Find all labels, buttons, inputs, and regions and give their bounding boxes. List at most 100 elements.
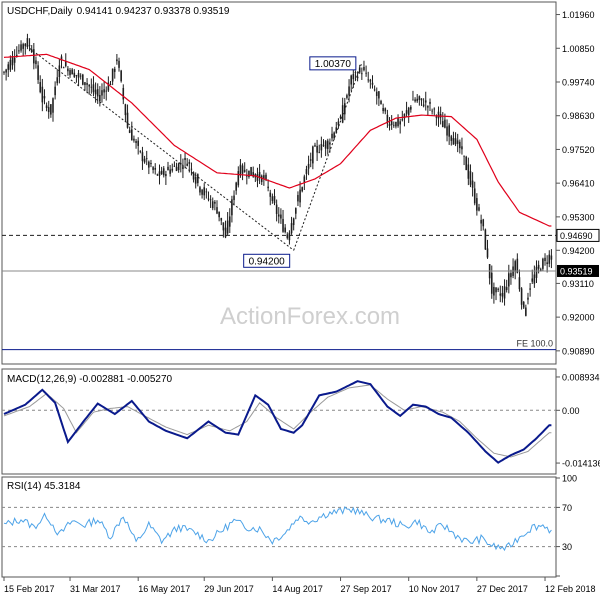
candle-body — [525, 307, 527, 316]
candle-body — [410, 106, 412, 110]
candle-body — [544, 257, 546, 262]
candle-body — [424, 100, 427, 103]
candle-body — [452, 138, 455, 145]
candle-body — [186, 163, 188, 166]
candle-body — [395, 121, 397, 127]
candle-body — [384, 108, 387, 112]
current-price-box — [557, 264, 599, 277]
candle-body — [467, 164, 470, 179]
candle-body — [499, 293, 502, 296]
macd-title: MACD(12,26,9) -0.002881 -0.005270 — [7, 374, 173, 385]
candle-body — [354, 72, 357, 74]
candle-body — [533, 274, 536, 284]
candle-body — [482, 219, 485, 227]
candle-body — [546, 262, 548, 265]
candle-body — [382, 107, 384, 112]
candle-body — [378, 91, 380, 99]
candle-body — [241, 165, 244, 174]
candle-body — [69, 70, 71, 76]
candle-body — [205, 191, 208, 193]
price-annotation-box — [309, 56, 357, 71]
candle-body — [329, 142, 331, 145]
candle-body — [463, 155, 465, 157]
candle-body — [152, 167, 154, 170]
candle-body — [361, 73, 363, 75]
candle-body — [30, 49, 33, 53]
candle-body — [448, 125, 450, 137]
candle-body — [231, 199, 233, 216]
price-axis-label: 0.92000 — [562, 313, 595, 323]
candle-body — [392, 124, 395, 126]
candle-body — [15, 54, 18, 56]
candle-body — [314, 145, 316, 147]
rsi-axis-label: 70 — [562, 503, 572, 513]
resistance-price-label: 0.94690 — [560, 231, 593, 241]
candle-body — [522, 301, 525, 308]
candle-body — [365, 72, 367, 74]
candle-body — [484, 229, 487, 250]
candle-body — [162, 168, 165, 176]
candle-body — [7, 64, 10, 70]
candle-body — [461, 146, 463, 150]
candle-body — [173, 165, 176, 167]
price-annotation-label: 0.94200 — [249, 256, 286, 267]
candle-body — [375, 91, 378, 96]
candle-body — [344, 103, 346, 115]
candle-body — [22, 44, 24, 49]
candle-body — [120, 70, 122, 82]
candle-body — [367, 79, 370, 81]
candle-body — [363, 67, 365, 71]
candle-body — [233, 195, 235, 201]
candle-body — [388, 124, 391, 126]
macd-axis-label: -0.014136 — [562, 459, 600, 469]
candle-body — [550, 255, 553, 260]
price-annotation-label: 1.00370 — [315, 59, 352, 70]
candle-body — [71, 69, 73, 75]
candle-body — [473, 188, 476, 204]
candle-body — [54, 86, 56, 96]
annotation-layer: 0.94690 0.93519 FE 100.0 1.00370 0.94200 — [2, 47, 600, 351]
candle-body — [28, 45, 31, 46]
rsi-axis-label: 100 — [562, 474, 577, 484]
candle-body — [518, 277, 521, 290]
candle-body — [47, 107, 50, 113]
candle-body — [201, 189, 203, 195]
candle-body — [101, 90, 103, 96]
candle-body — [24, 43, 27, 47]
price-axis-label: 0.94200 — [562, 246, 595, 256]
candle-body — [52, 98, 54, 113]
candle-body — [527, 297, 529, 300]
candle-body — [350, 75, 352, 85]
candle-body — [309, 159, 312, 161]
candle-body — [109, 83, 112, 85]
candle-body — [167, 166, 169, 171]
candle-body — [299, 189, 301, 203]
candle-body — [433, 108, 436, 110]
candle-body — [503, 286, 506, 299]
candle-body — [154, 167, 157, 170]
candle-body — [248, 170, 250, 178]
candle-body — [79, 75, 82, 77]
candle-body — [82, 74, 84, 85]
candle-body — [211, 201, 214, 209]
candle-body — [128, 130, 131, 133]
candle-body — [41, 86, 44, 103]
candle-body — [501, 292, 504, 297]
candle-body — [18, 50, 20, 52]
macd-panel-frame — [1, 368, 557, 475]
candle-body — [446, 126, 448, 136]
price-axis-label: 0.90890 — [562, 346, 595, 356]
candle-body — [418, 96, 421, 100]
candle-body — [141, 152, 144, 162]
macd-layer — [2, 380, 556, 464]
candle-body — [490, 272, 493, 294]
candle-body — [148, 161, 150, 168]
candle-body — [450, 136, 453, 141]
fibonacci-trend-line — [293, 62, 363, 251]
candle-body — [369, 79, 372, 82]
candle-body — [122, 87, 125, 100]
candle-body — [75, 74, 78, 76]
candle-body — [303, 176, 306, 183]
